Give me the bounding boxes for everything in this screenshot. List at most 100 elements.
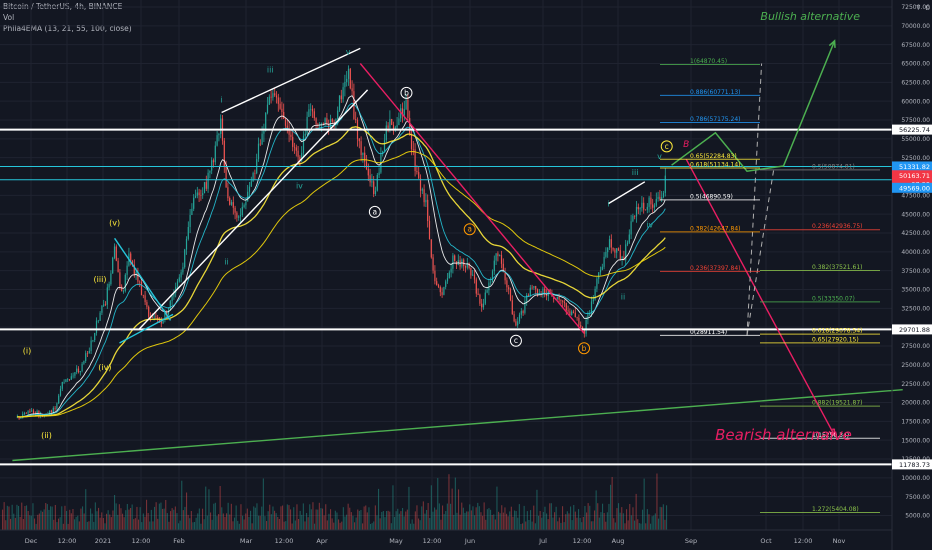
candle <box>630 221 632 235</box>
candle <box>243 205 245 207</box>
candle <box>245 201 247 206</box>
volume-bar <box>339 522 341 530</box>
trend-line[interactable] <box>359 63 585 334</box>
candle <box>79 371 81 373</box>
volume-bar <box>590 521 592 530</box>
volume-bar <box>579 517 581 530</box>
volume-bar <box>293 507 295 530</box>
candle <box>475 279 477 294</box>
volume-bar <box>45 503 47 530</box>
candle <box>373 181 375 194</box>
candle <box>146 302 148 307</box>
candle <box>140 282 143 296</box>
candle <box>261 133 263 145</box>
volume-bar <box>42 511 44 530</box>
trend-line[interactable] <box>12 389 903 462</box>
candle <box>54 408 56 409</box>
volume-bar <box>104 523 106 530</box>
wave-circle <box>368 205 381 218</box>
candle <box>409 118 411 135</box>
candle <box>248 186 251 192</box>
candle <box>650 197 652 205</box>
candle <box>311 108 314 112</box>
price-tick-label: 57500.00 <box>901 117 930 124</box>
bullish-projection-path[interactable] <box>671 40 836 173</box>
volume-bar <box>594 510 596 530</box>
wave-label: (iv) <box>98 363 111 372</box>
trend-line[interactable] <box>685 158 836 436</box>
candle <box>209 170 211 173</box>
volume-bar <box>302 503 304 530</box>
candle <box>196 192 198 196</box>
volume-bar <box>155 502 157 530</box>
trend-line[interactable] <box>608 181 646 205</box>
volume-bar <box>411 519 413 530</box>
volume-bar <box>419 520 421 530</box>
volume-bar <box>630 515 632 530</box>
candle <box>203 182 206 194</box>
volume-bar <box>376 515 378 530</box>
price-tick-label: 17500.00 <box>901 419 930 426</box>
candle <box>441 292 443 295</box>
volume-bar <box>277 517 279 530</box>
candle <box>515 321 517 326</box>
price-tick-label: 20000.00 <box>901 400 930 407</box>
volume-bar <box>32 503 34 530</box>
candle <box>187 227 189 239</box>
candle <box>158 319 161 321</box>
wave-circle <box>509 334 522 347</box>
fib-level-label: 1(15250.34) <box>812 432 849 439</box>
volume-bar <box>75 516 77 530</box>
wave-label: iii <box>632 168 639 177</box>
fib-level-label: 0.236(37397.84) <box>690 265 741 272</box>
volume-bar <box>99 517 101 530</box>
trend-line[interactable] <box>119 313 174 344</box>
wave-circle <box>578 342 591 355</box>
candle <box>103 304 105 306</box>
candle <box>59 388 62 396</box>
candle <box>511 300 513 315</box>
volume-bar <box>402 508 404 530</box>
volume-bar <box>566 511 568 530</box>
candle <box>88 351 90 354</box>
volume-bar <box>29 515 31 530</box>
volume-bar <box>307 517 309 530</box>
trend-line[interactable] <box>138 89 369 330</box>
volume-bar <box>586 512 588 530</box>
volume-bar <box>426 510 428 530</box>
candle <box>25 413 27 414</box>
price-tick-label: 37500.00 <box>901 268 930 275</box>
volume-bar <box>46 504 48 530</box>
volume-bar <box>515 511 517 530</box>
volume-bar <box>174 506 176 530</box>
volume-bar <box>483 502 485 530</box>
volume-bar <box>602 503 604 530</box>
candle <box>184 249 186 268</box>
trend-line[interactable] <box>221 47 361 114</box>
dashed-projection-line[interactable] <box>746 168 775 336</box>
trend-line[interactable] <box>114 237 172 321</box>
candle <box>623 256 625 261</box>
candle <box>108 284 110 288</box>
volume-bar <box>69 509 71 530</box>
candle <box>126 265 128 275</box>
fib-level-label: 1.272(5404.08) <box>812 506 859 513</box>
candle <box>148 306 150 317</box>
price-tick-label: 47500.00 <box>901 193 930 200</box>
volume-bar <box>253 506 255 530</box>
candle <box>576 317 578 318</box>
candle <box>662 192 665 198</box>
candle <box>643 202 645 210</box>
volume-bar <box>344 516 346 530</box>
price-tick-label: 60000.00 <box>901 98 930 105</box>
time-tick-label: Mar <box>240 537 253 545</box>
candle <box>432 257 434 271</box>
candle <box>644 209 647 211</box>
volume-bar <box>640 523 642 530</box>
volume-bar <box>285 521 287 530</box>
volume-bar <box>622 513 624 530</box>
volume-bar <box>558 517 560 530</box>
volume-bar <box>210 512 212 530</box>
time-tick-label: May <box>389 537 403 545</box>
